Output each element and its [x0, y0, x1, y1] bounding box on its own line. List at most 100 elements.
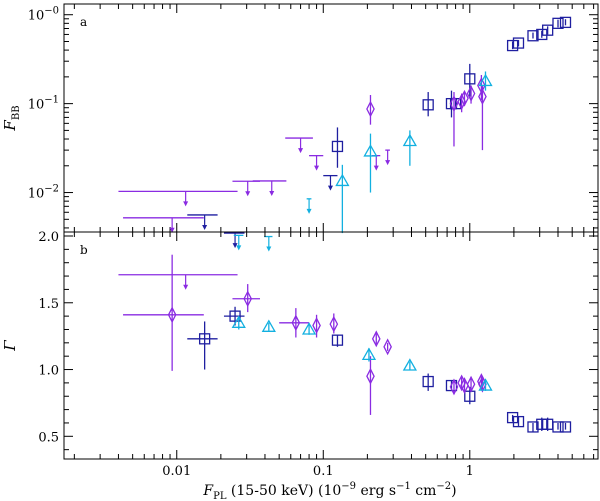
data-point — [552, 17, 564, 29]
y-tick-label: 10−1 — [28, 95, 59, 113]
data-point — [371, 330, 381, 348]
data-point — [422, 92, 434, 117]
square-marker — [552, 421, 564, 433]
triangle-marker — [402, 133, 417, 147]
data-point — [536, 417, 548, 431]
y-tick-label: 10−0 — [28, 6, 59, 24]
diamond-marker — [329, 315, 339, 333]
diamond-marker — [460, 377, 469, 394]
data-point — [123, 254, 204, 371]
upper-limit-arrow — [183, 284, 189, 290]
upper-limit-marker — [232, 180, 261, 197]
upper-limit-marker — [323, 174, 338, 191]
data-point — [402, 358, 417, 371]
diamond-marker — [366, 100, 375, 118]
square-marker — [559, 16, 572, 29]
data-point — [449, 378, 459, 396]
x-tick-label: 0.01 — [162, 464, 191, 479]
upper-limit-marker — [252, 180, 287, 196]
upper-limit-marker — [187, 214, 218, 230]
triangle-marker — [402, 358, 417, 371]
diamond-marker — [449, 95, 459, 113]
series-navy-square — [187, 306, 572, 433]
triangle-marker — [261, 319, 276, 332]
plot-frame-b — [63, 231, 599, 460]
data-point — [478, 85, 487, 151]
panel-b: 0.5 1.0 1.5 2.0 b Γ — [1, 230, 599, 460]
data-point — [335, 164, 350, 234]
diamond-marker — [478, 88, 487, 106]
data-point — [466, 375, 476, 393]
data-point — [329, 313, 339, 334]
upper-limit-arrow — [266, 246, 272, 252]
upper-limit-marker — [118, 274, 238, 290]
data-point — [301, 322, 317, 335]
triangle-marker — [363, 144, 378, 157]
data-point — [331, 127, 344, 168]
square-marker — [552, 17, 564, 29]
y-tick-label: 2.0 — [38, 230, 59, 245]
square-marker — [331, 334, 344, 346]
data-point — [542, 417, 554, 431]
square-marker — [506, 411, 519, 424]
data-point — [232, 284, 261, 313]
square-marker — [229, 310, 241, 322]
triangle-marker — [361, 347, 377, 360]
x-axis-tick-labels: 0.01 0.1 1 — [162, 464, 474, 479]
square-marker — [542, 24, 554, 36]
data-point — [231, 315, 246, 330]
square-marker — [464, 73, 476, 85]
upper-limit-arrow — [385, 160, 391, 166]
data-point — [466, 85, 476, 104]
data-point — [460, 377, 469, 394]
upper-limit-marker — [371, 155, 381, 171]
data-point — [542, 24, 554, 36]
upper-limit-arrow — [298, 148, 304, 154]
data-point — [478, 378, 493, 391]
data-point — [527, 30, 539, 42]
square-marker — [464, 390, 476, 402]
data-point — [312, 314, 321, 338]
data-point — [464, 63, 476, 97]
data-point — [460, 89, 469, 107]
series-purple-diamond — [366, 74, 487, 151]
data-point — [527, 421, 539, 433]
diamond-marker — [466, 85, 476, 102]
upper-limit-marker — [385, 149, 391, 166]
triangle-marker — [478, 378, 493, 391]
upper-limit-arrow — [202, 224, 208, 230]
y-tick-label: 1.0 — [38, 364, 59, 379]
data-point — [512, 37, 525, 49]
square-marker — [536, 28, 548, 41]
upper-limit-arrow — [169, 227, 175, 233]
upper-limit-marker — [233, 234, 244, 251]
upper-limit-arrow — [245, 191, 251, 197]
square-marker — [512, 415, 525, 428]
data-point — [363, 133, 378, 193]
x-tick-label: 0.1 — [313, 464, 334, 479]
upper-limit-arrow — [306, 208, 312, 214]
square-marker — [331, 140, 344, 153]
series-purple-diamond — [123, 254, 487, 415]
diamond-marker — [383, 338, 392, 356]
y-tick-label: 0.5 — [38, 430, 59, 445]
upper-limit-marker — [306, 198, 312, 214]
data-point — [187, 321, 218, 370]
data-point — [559, 421, 572, 433]
panel-label-a: a — [80, 15, 87, 29]
square-marker — [536, 418, 548, 430]
square-marker — [422, 99, 434, 111]
upper-limit-marker — [285, 137, 313, 154]
data-point — [366, 356, 375, 415]
upper-limit-marker — [118, 190, 238, 207]
data-point — [361, 347, 377, 362]
square-marker — [506, 39, 519, 52]
diamond-marker — [291, 314, 301, 332]
upper-limit-arrow — [232, 243, 238, 249]
panel-a: 10−2 10−1 10−0 a FBB — [1, 3, 599, 252]
upper-limit-arrow — [327, 185, 333, 191]
series-cyan-triangle — [335, 71, 493, 234]
data-point — [559, 16, 572, 29]
triangle-marker — [478, 73, 493, 87]
data-point — [512, 415, 525, 428]
